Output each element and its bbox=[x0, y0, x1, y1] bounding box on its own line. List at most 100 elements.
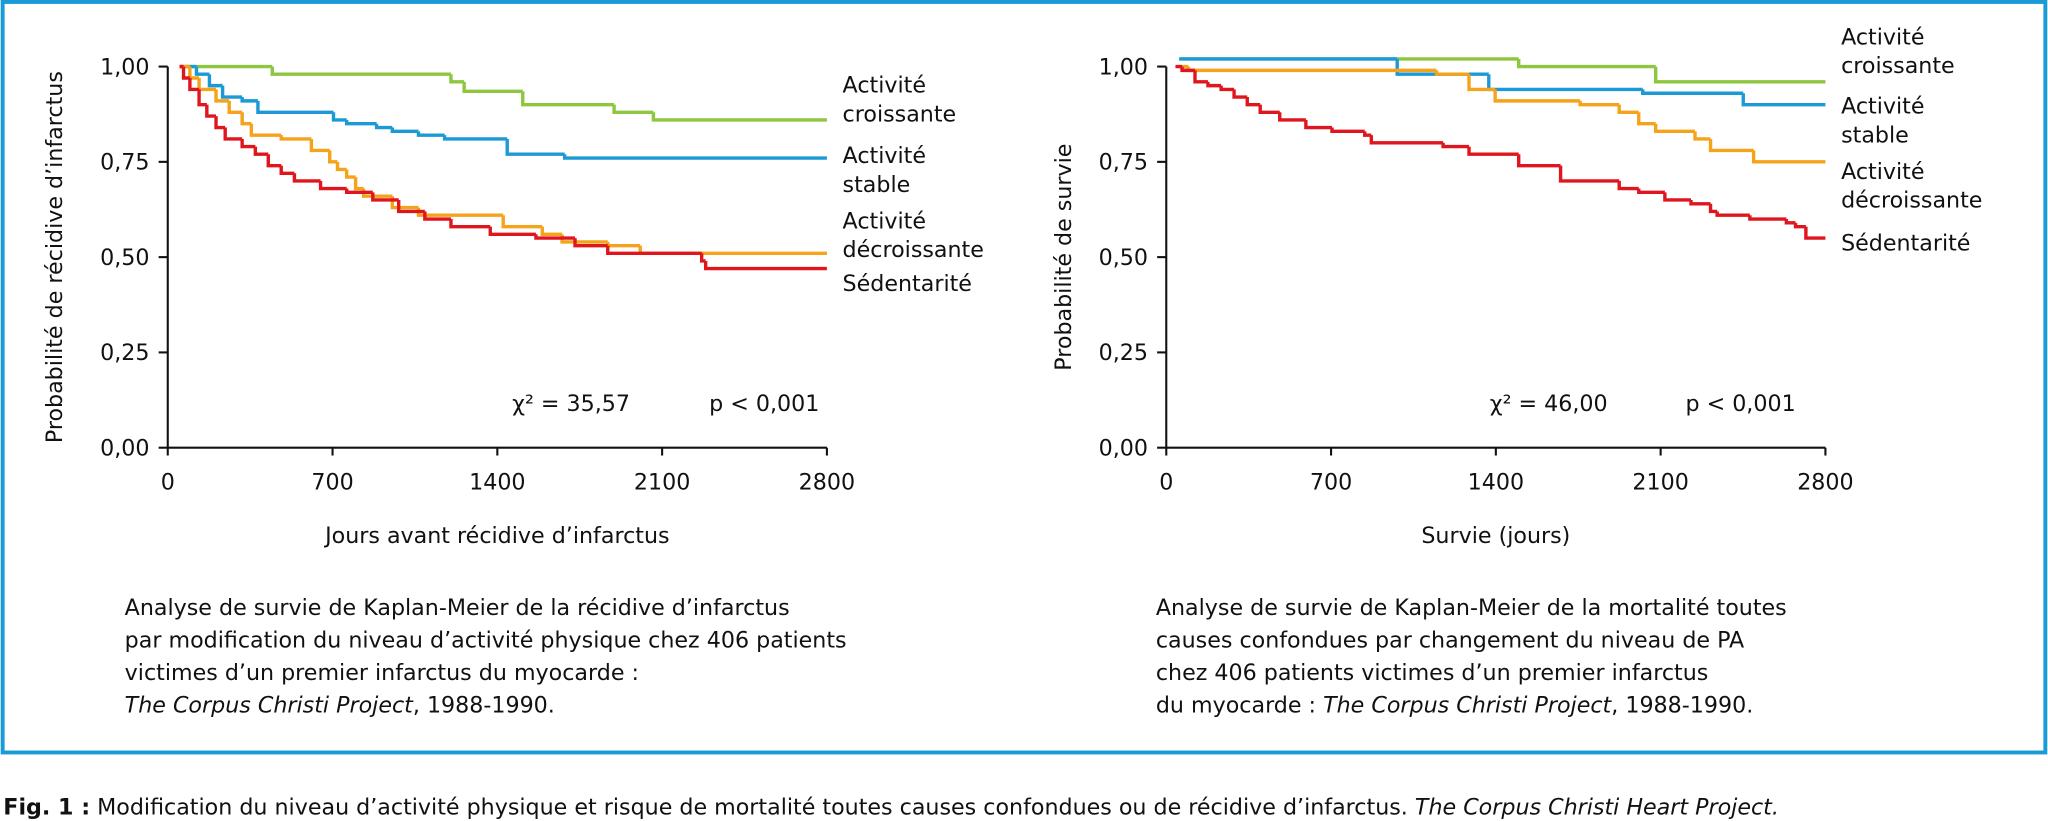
caption-line: Analyse de survie de Kaplan-Meier de la … bbox=[125, 595, 790, 621]
step-segment bbox=[353, 177, 364, 191]
series-line bbox=[1179, 64, 1826, 164]
step-segment bbox=[1434, 70, 1470, 76]
step-segment bbox=[1487, 74, 1643, 92]
step-segment bbox=[194, 66, 210, 76]
x-axis-label: Jours avant récidive d’infarctus bbox=[323, 523, 669, 549]
annotation: p < 0,001 bbox=[1685, 391, 1795, 417]
step-segment bbox=[309, 138, 330, 153]
step-segment bbox=[344, 169, 356, 179]
legend-label: Activité décroissante bbox=[843, 208, 984, 263]
step-segment bbox=[1516, 58, 1656, 69]
step-segment bbox=[256, 100, 334, 115]
step-segment bbox=[1206, 81, 1222, 88]
y-tick-label: 0,75 bbox=[1099, 150, 1148, 176]
series-line bbox=[179, 64, 827, 271]
step-segment bbox=[292, 173, 321, 183]
legend-label: Sédentarité bbox=[843, 271, 972, 297]
x-tick-label: 0 bbox=[161, 469, 175, 495]
y-tick-label: 1,00 bbox=[100, 54, 149, 80]
step-segment bbox=[606, 245, 702, 256]
step-segment bbox=[1467, 74, 1496, 92]
step-segment bbox=[416, 131, 445, 137]
series-line bbox=[179, 64, 827, 256]
step-segment bbox=[1232, 89, 1248, 99]
step-segment bbox=[335, 161, 347, 172]
step-segment bbox=[1708, 138, 1754, 153]
caption-line: Analyse de survie de Kaplan-Meier de la … bbox=[1156, 595, 1787, 621]
step-segment bbox=[562, 154, 827, 160]
x-tick-label: 0 bbox=[1159, 469, 1173, 495]
step-segment bbox=[227, 100, 243, 115]
step-segment bbox=[1784, 219, 1796, 225]
step-segment bbox=[197, 89, 207, 107]
step-segment bbox=[1304, 119, 1333, 130]
y-tick-label: 0,75 bbox=[100, 150, 149, 176]
step-segment bbox=[214, 89, 230, 103]
x-tick-label: 2800 bbox=[799, 469, 855, 495]
step-segment bbox=[270, 66, 451, 76]
y-tick-label: 0,25 bbox=[1099, 340, 1148, 366]
y-tick-label: 0,00 bbox=[100, 436, 149, 462]
step-segment bbox=[1363, 131, 1372, 137]
y-tick-label: 1,00 bbox=[1099, 54, 1148, 80]
caption-text: victimes d’un premier infarctus du myoca… bbox=[125, 660, 639, 686]
step-segment bbox=[1708, 203, 1718, 214]
caption-line: chez 406 patients victimes d’un premier … bbox=[1156, 660, 1709, 686]
caption-text: The Corpus Christi Project bbox=[125, 693, 414, 719]
step-segment bbox=[279, 135, 312, 141]
step-segment bbox=[1637, 188, 1665, 195]
step-segment bbox=[416, 207, 504, 217]
step-segment bbox=[423, 211, 451, 221]
figure-caption: Fig. 1 : Modification du niveau d’activi… bbox=[3, 794, 1779, 820]
step-segment bbox=[1741, 93, 1826, 107]
step-segment bbox=[181, 66, 190, 80]
x-tick-label: 2100 bbox=[634, 469, 690, 495]
step-segment bbox=[1467, 146, 1519, 156]
step-segment bbox=[1663, 192, 1692, 202]
step-segment bbox=[1578, 100, 1620, 107]
step-segment bbox=[1369, 135, 1437, 145]
step-segment bbox=[1558, 165, 1620, 183]
series-line bbox=[1175, 64, 1826, 240]
caption-line: The Corpus Christi Project, 1988-1990. bbox=[125, 693, 555, 719]
step-segment bbox=[240, 112, 252, 126]
step-segment bbox=[606, 241, 641, 248]
step-segment bbox=[205, 104, 217, 118]
frame bbox=[0, 0, 2048, 755]
step-segment bbox=[197, 78, 217, 92]
step-segment bbox=[1793, 222, 1806, 229]
step-segment bbox=[1219, 85, 1235, 92]
step-segment bbox=[1804, 226, 1826, 240]
annotation: χ² = 35,57 bbox=[512, 391, 630, 417]
step-segment bbox=[318, 180, 347, 191]
step-segment bbox=[505, 138, 565, 156]
x-tick-label: 1400 bbox=[1468, 469, 1524, 495]
step-segment bbox=[1693, 131, 1711, 141]
figure-source: The Corpus Christi Heart Project. bbox=[1415, 794, 1779, 820]
step-segment bbox=[449, 219, 491, 229]
step-segment bbox=[1493, 89, 1581, 103]
annotation: χ² = 46,00 bbox=[1490, 391, 1608, 417]
y-tick-label: 0,50 bbox=[100, 245, 149, 271]
y-axis-label: Probabilité de survie bbox=[1051, 144, 1077, 371]
step-segment bbox=[344, 188, 373, 195]
step-segment bbox=[573, 238, 608, 248]
legend-label: Activité croissante bbox=[1841, 24, 1955, 79]
caption-text: Analyse de survie de Kaplan-Meier de la … bbox=[1156, 595, 1787, 621]
x-tick-label: 2800 bbox=[1797, 469, 1853, 495]
step-segment bbox=[1748, 215, 1787, 221]
step-segment bbox=[390, 127, 419, 134]
caption-text: par modification du niveau d’activité ph… bbox=[125, 627, 847, 653]
y-tick-label: 0,00 bbox=[1099, 436, 1148, 462]
step-segment bbox=[1180, 66, 1195, 73]
step-segment bbox=[390, 196, 419, 210]
caption-text: Analyse de survie de Kaplan-Meier de la … bbox=[125, 595, 790, 621]
step-segment bbox=[223, 127, 243, 141]
step-segment bbox=[374, 123, 393, 130]
step-segment bbox=[1245, 97, 1261, 107]
step-segment bbox=[240, 138, 256, 149]
legend-label: Activité décroissante bbox=[1841, 159, 1982, 214]
step-segment bbox=[1689, 199, 1711, 206]
step-segment bbox=[279, 165, 295, 175]
